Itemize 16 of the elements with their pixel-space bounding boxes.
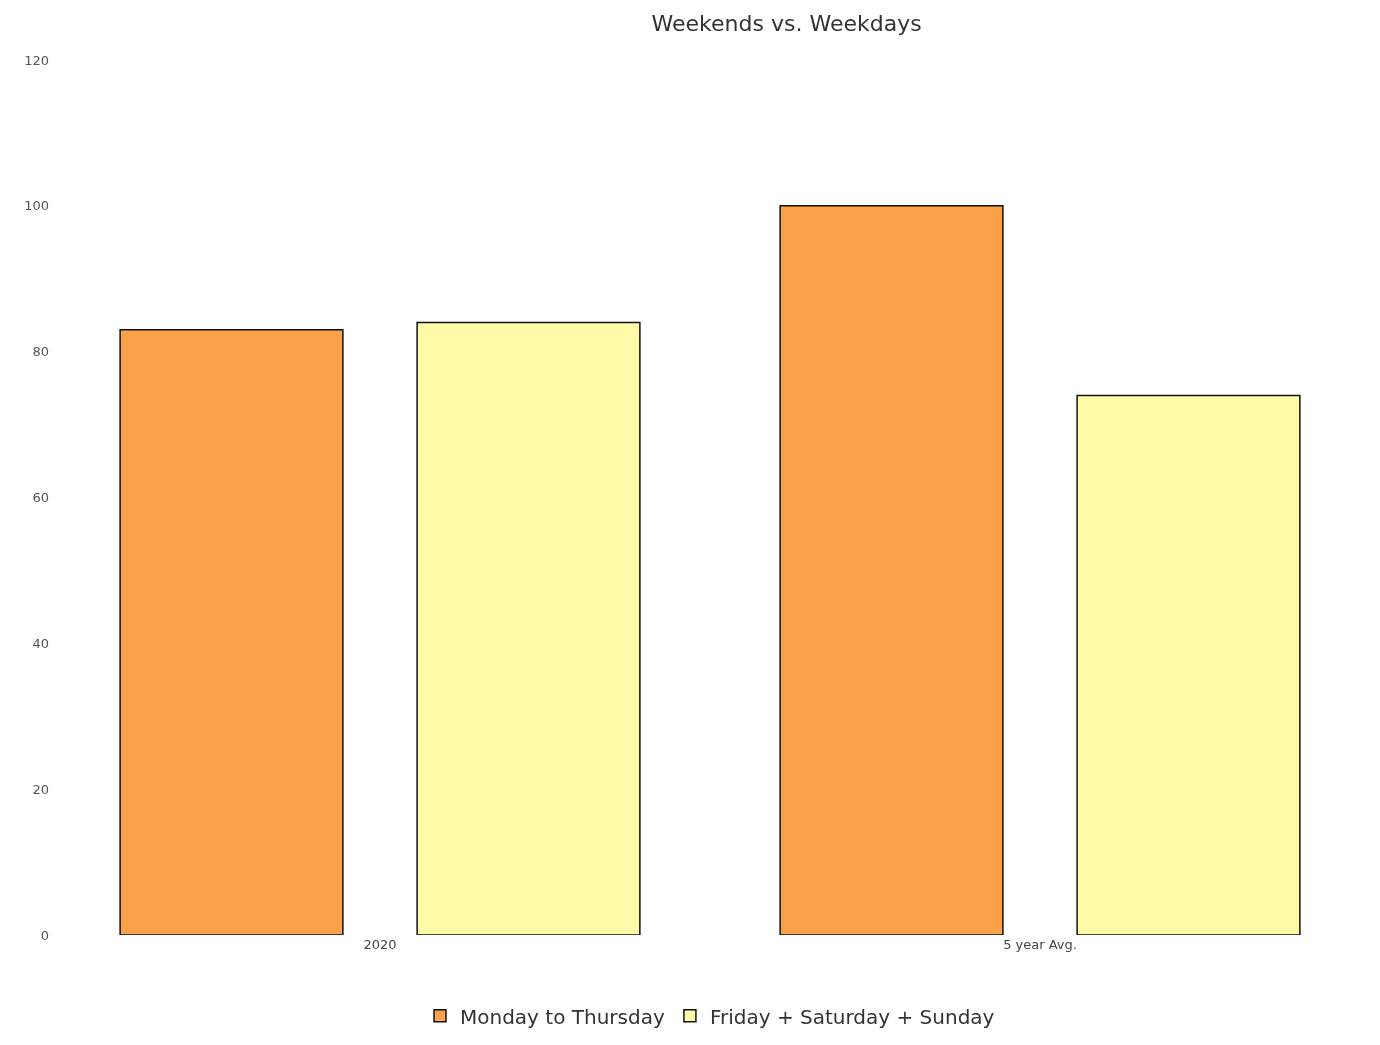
- bar: [416, 321, 641, 935]
- y-tick-label: 40: [32, 635, 49, 651]
- chart-title: Weekends vs. Weekdays: [651, 11, 922, 37]
- x-tick-label: 2020: [363, 937, 397, 952]
- y-tick-label: 100: [24, 198, 49, 214]
- legend-label: Friday + Saturday + Sunday: [709, 1004, 995, 1029]
- bar: [1076, 394, 1301, 935]
- y-tick-label: 60: [32, 490, 49, 506]
- legend-label: Monday to Thursday: [460, 1004, 665, 1029]
- bar: [119, 329, 344, 935]
- bar: [779, 205, 1004, 935]
- y-tick-label: 120: [24, 52, 49, 68]
- x-tick-label: 5 year Avg.: [1003, 937, 1077, 952]
- y-tick-label: 80: [32, 344, 49, 360]
- y-tick-label: 0: [40, 927, 49, 943]
- y-tick-label: 20: [32, 781, 49, 797]
